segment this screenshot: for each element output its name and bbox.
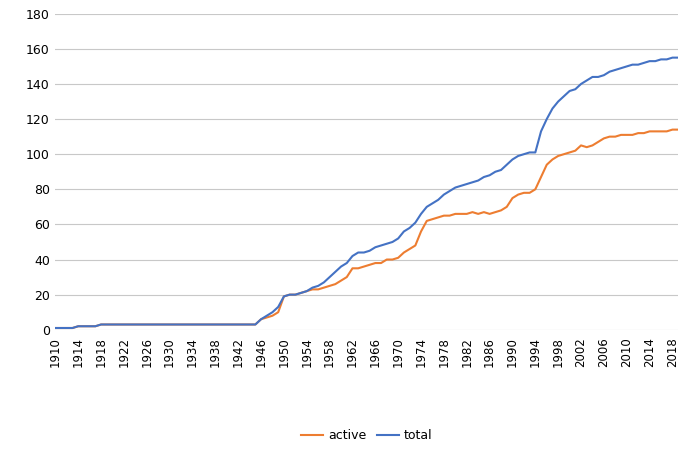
Line: total: total [55, 58, 684, 328]
active [680, 127, 688, 132]
Legend: active, total: active, total [295, 425, 438, 447]
active [417, 229, 425, 234]
active [657, 129, 665, 134]
total [680, 55, 688, 60]
active [668, 127, 677, 132]
total [211, 322, 219, 327]
total [343, 260, 351, 266]
total [668, 55, 677, 60]
total [194, 322, 202, 327]
active [194, 322, 202, 327]
active [343, 274, 351, 280]
total [286, 292, 294, 297]
Line: active: active [55, 130, 684, 328]
total [51, 325, 60, 331]
active [51, 325, 60, 331]
total [417, 211, 425, 217]
active [211, 322, 219, 327]
active [286, 292, 294, 297]
total [657, 57, 665, 62]
